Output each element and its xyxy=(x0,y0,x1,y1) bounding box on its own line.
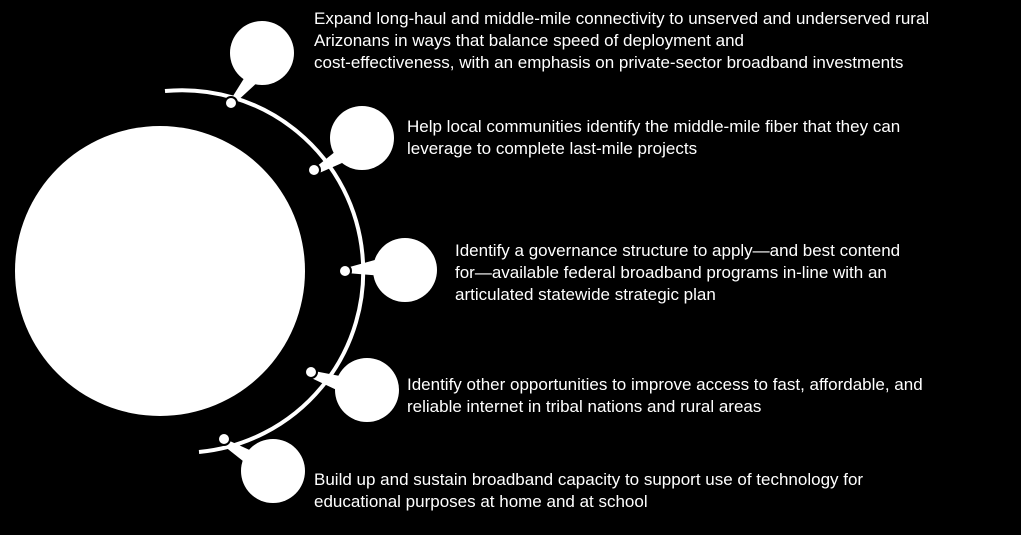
goal-text-3: Identify a governance structure to apply… xyxy=(455,241,901,304)
junction-dot-5 xyxy=(217,432,231,446)
junction-dot-2 xyxy=(307,163,321,177)
junction-dot-1 xyxy=(224,96,238,110)
central-circle xyxy=(15,126,305,416)
goal-node-4 xyxy=(335,358,399,422)
goal-node-1 xyxy=(230,21,294,85)
goal-node-3 xyxy=(373,238,437,302)
goal-text-1: Expand long-haul and middle-mile connect… xyxy=(314,9,930,72)
junction-dot-3 xyxy=(338,264,352,278)
goal-text-5: Build up and sustain broadband capacity … xyxy=(314,470,864,511)
goal-node-5 xyxy=(241,439,305,503)
goal-text-2: Help local communities identify the midd… xyxy=(407,117,901,158)
outer-arc xyxy=(164,88,366,454)
goal-text-4: Identify other opportunities to improve … xyxy=(407,375,923,416)
junction-dot-4 xyxy=(304,365,318,379)
goal-node-2 xyxy=(330,106,394,170)
